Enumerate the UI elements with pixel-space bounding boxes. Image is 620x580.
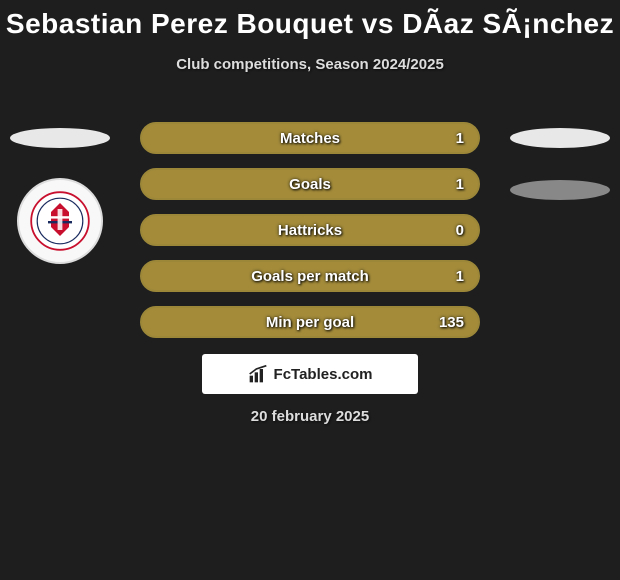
- player-shadow-right-bottom: [510, 180, 610, 200]
- player-shadow-right-top: [510, 128, 610, 148]
- date-label: 20 february 2025: [251, 408, 369, 425]
- club-crest-icon: [30, 191, 90, 251]
- bar-chart-icon: [248, 364, 268, 384]
- stat-label: Min per goal: [266, 314, 354, 331]
- stat-value: 1: [456, 176, 464, 193]
- stat-value: 135: [439, 314, 464, 331]
- page-title: Sebastian Perez Bouquet vs DÃ­az SÃ¡nche…: [0, 0, 620, 40]
- club-logo-badge: [17, 178, 103, 264]
- stat-label: Goals per match: [251, 268, 369, 285]
- stat-value: 1: [456, 130, 464, 147]
- stat-label: Hattricks: [278, 222, 342, 239]
- stat-bar-goals: Goals 1: [140, 168, 480, 200]
- stat-label: Goals: [289, 176, 331, 193]
- main-container: Sebastian Perez Bouquet vs DÃ­az SÃ¡nche…: [0, 0, 620, 580]
- fctables-badge[interactable]: FcTables.com: [202, 354, 418, 394]
- stats-list: Matches 1 Goals 1 Hattricks 0 Goals per …: [140, 122, 480, 352]
- page-subtitle: Club competitions, Season 2024/2025: [0, 56, 620, 73]
- stat-value: 0: [456, 222, 464, 239]
- stat-bar-hattricks: Hattricks 0: [140, 214, 480, 246]
- stat-label: Matches: [280, 130, 340, 147]
- stat-value: 1: [456, 268, 464, 285]
- stat-bar-matches: Matches 1: [140, 122, 480, 154]
- player-shadow-left: [10, 128, 110, 148]
- stat-bar-min-per-goal: Min per goal 135: [140, 306, 480, 338]
- stat-bar-goals-per-match: Goals per match 1: [140, 260, 480, 292]
- fctables-label: FcTables.com: [274, 366, 373, 383]
